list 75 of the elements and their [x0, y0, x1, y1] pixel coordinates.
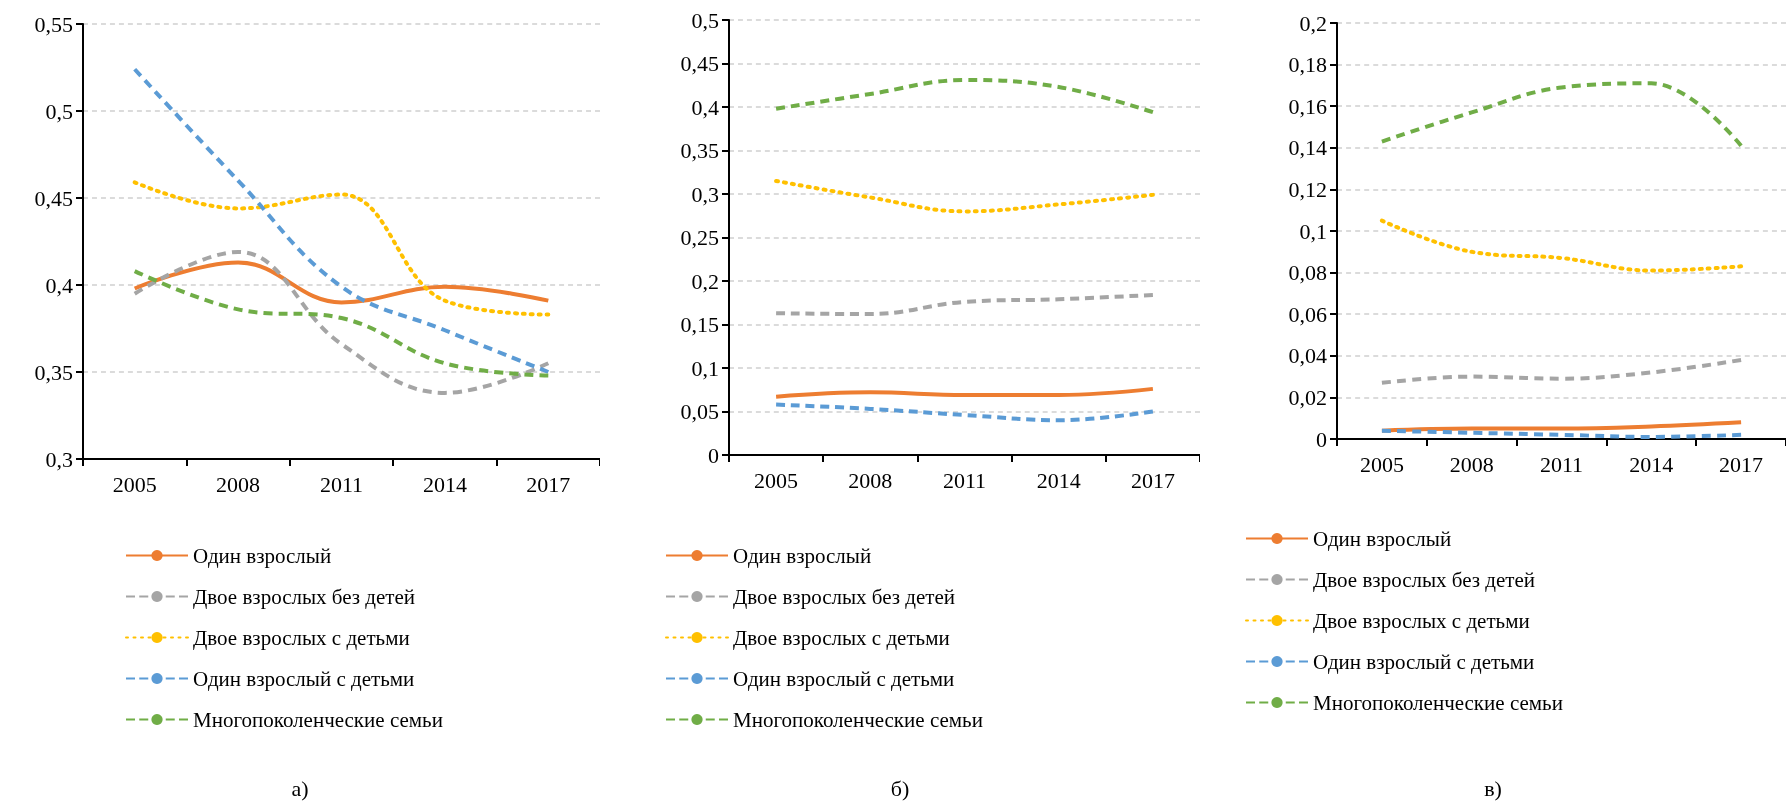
y-tick-label: 0,08 [1288, 260, 1327, 286]
y-tick-label: 0,35 [680, 138, 719, 163]
y-tick-label: 0,12 [1288, 176, 1327, 202]
x-tick-label: 2017 [1719, 451, 1764, 477]
y-tick-label: 0,2 [1299, 10, 1327, 36]
line-series [132, 180, 551, 317]
y-tick-label: 0,02 [1288, 384, 1327, 410]
y-tick-label: 0,25 [680, 225, 719, 250]
x-tick-label: 2005 [112, 471, 157, 497]
y-tick-label: 0,4 [45, 272, 73, 298]
line-series [1379, 357, 1744, 385]
legend-label: Один взрослый с детьми [193, 666, 415, 691]
line-series [1379, 428, 1744, 439]
y-tick-label: 0,5 [45, 98, 73, 124]
line-series [774, 402, 1155, 423]
y-tick-label: 0,1 [1299, 218, 1327, 244]
legend-label: Двое взрослых без детей [733, 584, 956, 609]
y-tick-label: 0,15 [680, 312, 719, 337]
y-tick-label: 0,55 [34, 11, 73, 37]
line-series [1379, 218, 1744, 273]
y-tick-label: 0,5 [691, 7, 719, 33]
text: б) [890, 775, 910, 801]
legend-label: Один взрослый с детьми [733, 666, 955, 691]
y-tick-label: 0 [708, 442, 719, 468]
x-tick-label: 2014 [1036, 467, 1081, 493]
legend-label: Многопоколенческие семьи [1313, 690, 1563, 715]
line-series [132, 249, 551, 395]
line-series [1379, 81, 1744, 148]
y-tick-label: 0 [1316, 426, 1327, 452]
y-tick-label: 0,45 [680, 51, 719, 76]
y-tick-label: 0,35 [34, 359, 73, 385]
legend-label: Многопоколенческие семьи [193, 707, 443, 732]
y-tick-label: 0,04 [1288, 343, 1327, 369]
y-tick-label: 0,06 [1288, 301, 1327, 327]
x-tick-label: 2017 [1130, 467, 1175, 493]
legend-label: Один взрослый [193, 543, 332, 568]
line-series [774, 178, 1155, 214]
y-tick-label: 0,3 [691, 181, 719, 207]
x-tick-label: 2017 [526, 471, 571, 497]
y-tick-label: 0,3 [45, 446, 73, 472]
x-tick-label: 2014 [1629, 451, 1674, 477]
legend-label: Многопоколенческие семьи [733, 707, 983, 732]
x-tick-label: 2008 [216, 471, 261, 497]
line-series [774, 386, 1155, 399]
y-tick-label: 0,2 [691, 268, 719, 294]
y-tick-label: 0,05 [680, 399, 719, 424]
legend-label: Один взрослый [733, 543, 872, 568]
line-series [774, 78, 1155, 115]
legend-label: Двое взрослых без детей [193, 584, 416, 609]
legend-label: Двое взрослых с детьми [1313, 608, 1530, 633]
line-series [132, 269, 551, 378]
x-tick-label: 2005 [1359, 451, 1404, 477]
y-tick-label: 0,18 [1288, 52, 1327, 78]
y-tick-label: 0,16 [1288, 93, 1327, 119]
y-tick-label: 0,14 [1288, 135, 1327, 161]
x-tick-label: 2011 [942, 467, 987, 493]
x-tick-label: 2011 [1539, 451, 1584, 477]
x-tick-label: 2008 [848, 467, 893, 493]
text: а) [291, 775, 309, 801]
x-tick-label: 2008 [1449, 451, 1494, 477]
legend-label: Двое взрослых с детьми [733, 625, 950, 650]
text: в) [1484, 775, 1502, 801]
line-series [774, 292, 1155, 317]
line-series [132, 260, 551, 305]
x-tick-label: 2011 [319, 471, 364, 497]
y-tick-label: 0,1 [691, 355, 719, 381]
legend-label: Один взрослый с детьми [1313, 649, 1535, 674]
legend-label: Двое взрослых без детей [1313, 567, 1536, 592]
x-tick-label: 2005 [754, 467, 799, 493]
legend-label: Один взрослый [1313, 526, 1452, 551]
line-series [132, 67, 551, 374]
y-tick-label: 0,45 [34, 185, 73, 211]
x-tick-label: 2014 [422, 471, 467, 497]
legend-label: Двое взрослых с детьми [193, 625, 410, 650]
y-tick-label: 0,4 [691, 94, 719, 120]
